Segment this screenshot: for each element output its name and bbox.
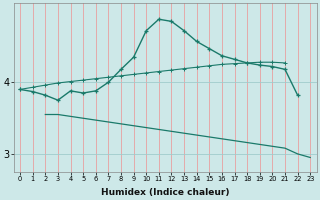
X-axis label: Humidex (Indice chaleur): Humidex (Indice chaleur) (101, 188, 229, 197)
